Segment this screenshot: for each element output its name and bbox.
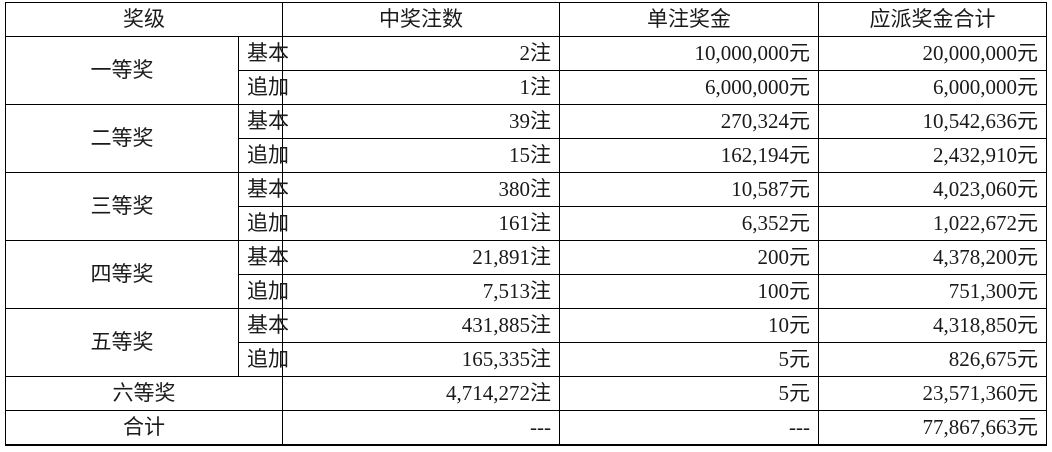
table-row: 三等奖 基本 380注 10,587元 4,023,060元 — [5, 172, 1047, 241]
grade-label-1: 二等奖 — [5, 104, 239, 173]
total-prize-6-0: 77,867,663元 — [818, 410, 1047, 446]
table-row: 追加 165,335注 5元 826,675元 — [6, 342, 1047, 377]
single-prize-1-0: 270,324元 — [559, 104, 819, 139]
header-grade: 奖级 — [5, 2, 283, 37]
single-prize-4-0: 10元 — [559, 308, 819, 343]
total-prize-4-0: 4,318,850元 — [818, 308, 1047, 343]
type-label-0-0: 基本 — [238, 36, 289, 71]
total-prize-3-1: 751,300元 — [818, 274, 1047, 309]
grade-label-4: 五等奖 — [5, 308, 239, 377]
type-label-2-0: 基本 — [238, 172, 289, 207]
grade-label-3: 四等奖 — [5, 240, 239, 309]
winning-count-5-0: 4,714,272注 — [282, 376, 560, 411]
grade-label-6: 合计 — [5, 410, 283, 446]
grade-label-5: 六等奖 — [5, 376, 283, 411]
winning-count-0-1: 1注 — [282, 70, 560, 105]
table-row: 追加 7,513注 100元 751,300元 — [6, 274, 1047, 309]
total-prize-3-0: 4,378,200元 — [818, 240, 1047, 275]
winning-count-0-0: 2注 — [282, 36, 560, 71]
table-row: 一等奖 基本 2注 10,000,000元 20,000,000元 — [5, 36, 1047, 105]
grade-label-2: 三等奖 — [5, 172, 239, 241]
header-total-prize: 应派奖金合计 — [818, 2, 1047, 37]
table-row: 六等奖 4,714,272注 5元 23,571,360元 — [5, 376, 1047, 411]
winning-count-2-1: 161注 — [282, 206, 560, 241]
winning-count-2-0: 380注 — [282, 172, 560, 207]
single-prize-1-1: 162,194元 — [559, 138, 819, 173]
single-prize-2-1: 6,352元 — [559, 206, 819, 241]
single-prize-3-0: 200元 — [559, 240, 819, 275]
single-prize-5-0: 5元 — [559, 376, 819, 411]
prize-table-container: 奖级 中奖注数 单注奖金 应派奖金合计 一等奖 基本 2注 10,000,000元 20,000… — [5, 2, 1047, 446]
single-prize-0-0: 10,000,000元 — [559, 36, 819, 71]
total-prize-5-0: 23,571,360元 — [818, 376, 1047, 411]
type-label-4-0: 基本 — [238, 308, 289, 343]
type-label-0-1: 追加 — [238, 70, 289, 105]
total-prize-4-1: 826,675元 — [818, 342, 1047, 377]
single-prize-3-1: 100元 — [559, 274, 819, 309]
total-prize-0-0: 20,000,000元 — [818, 36, 1047, 71]
total-prize-1-1: 2,432,910元 — [818, 138, 1047, 173]
table-row: 追加 15注 162,194元 2,432,910元 — [6, 138, 1047, 173]
winning-count-1-0: 39注 — [282, 104, 560, 139]
header-single-prize: 单注奖金 — [559, 2, 819, 37]
total-prize-1-0: 10,542,636元 — [818, 104, 1047, 139]
total-prize-2-1: 1,022,672元 — [818, 206, 1047, 241]
single-prize-4-1: 5元 — [559, 342, 819, 377]
winning-count-3-1: 7,513注 — [282, 274, 560, 309]
winning-count-6-0: --- — [282, 410, 560, 446]
total-prize-2-0: 4,023,060元 — [818, 172, 1047, 207]
table-row: 合计 --- --- 77,867,663元 — [5, 410, 1047, 446]
type-label-4-1: 追加 — [238, 342, 289, 377]
single-prize-2-0: 10,587元 — [559, 172, 819, 207]
grade-label-0: 一等奖 — [5, 36, 239, 105]
total-prize-0-1: 6,000,000元 — [818, 70, 1047, 105]
type-label-1-0: 基本 — [238, 104, 289, 139]
single-prize-0-1: 6,000,000元 — [559, 70, 819, 105]
table-row: 追加 1注 6,000,000元 6,000,000元 — [6, 70, 1047, 105]
header-count: 中奖注数 — [282, 2, 560, 37]
table-header-row: 奖级 中奖注数 单注奖金 应派奖金合计 — [5, 2, 1047, 37]
type-label-1-1: 追加 — [238, 138, 289, 173]
table-row: 五等奖 基本 431,885注 10元 4,318,850元 — [5, 308, 1047, 377]
winning-count-4-1: 165,335注 — [282, 342, 560, 377]
type-label-3-0: 基本 — [238, 240, 289, 275]
single-prize-6-0: --- — [559, 410, 819, 446]
lottery-prize-table: 奖级 中奖注数 单注奖金 应派奖金合计 一等奖 基本 2注 10,000,000元 20,000… — [5, 2, 1047, 446]
winning-count-1-1: 15注 — [282, 138, 560, 173]
winning-count-3-0: 21,891注 — [282, 240, 560, 275]
table-row: 追加 161注 6,352元 1,022,672元 — [6, 206, 1047, 241]
type-label-2-1: 追加 — [238, 206, 289, 241]
table-row: 四等奖 基本 21,891注 200元 4,378,200元 — [5, 240, 1047, 309]
table-row: 二等奖 基本 39注 270,324元 10,542,636元 — [5, 104, 1047, 173]
type-label-3-1: 追加 — [238, 274, 289, 309]
winning-count-4-0: 431,885注 — [282, 308, 560, 343]
